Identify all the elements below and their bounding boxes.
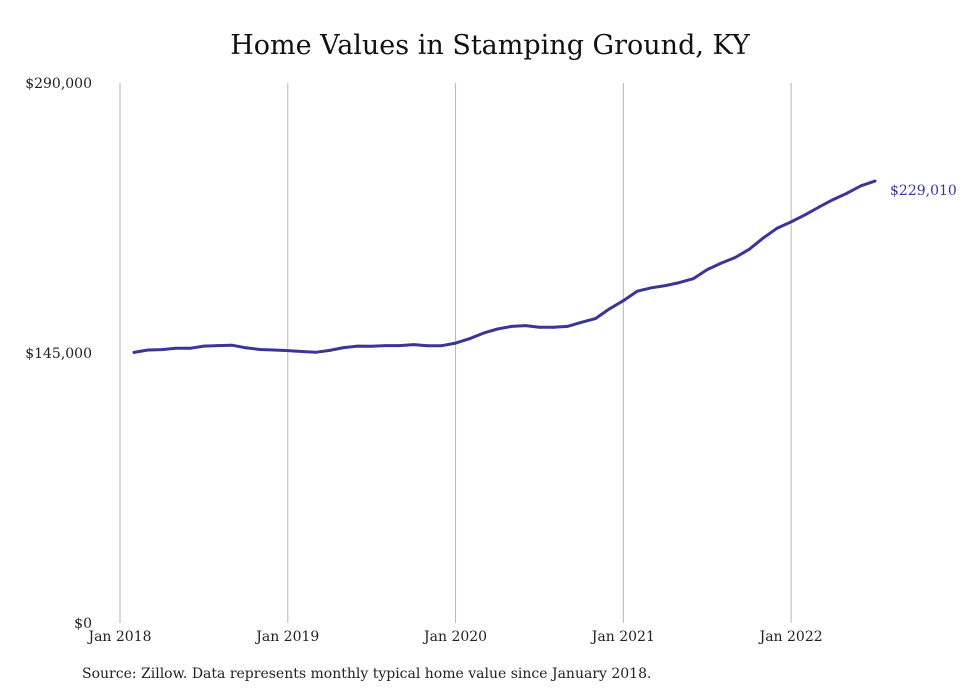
- x-axis-ticks: Jan 2018 Jan 2019 Jan 2020 Jan 2021 Jan 2022: [86, 629, 822, 645]
- data-point: [286, 349, 290, 352]
- x-tick-label: Jan 2020: [422, 629, 487, 645]
- y-tick-label: $145,000: [25, 346, 92, 362]
- data-point: [552, 325, 555, 329]
- data-point: [496, 327, 499, 331]
- data-point: [621, 299, 625, 303]
- data-point: [454, 341, 457, 345]
- grid-lines: [119, 83, 792, 623]
- data-point: [258, 348, 262, 351]
- data-point: [845, 191, 849, 195]
- data-point: [412, 343, 415, 346]
- data-point: [342, 346, 346, 349]
- data-point: [859, 184, 863, 188]
- data-point: [580, 320, 583, 324]
- data-point: [566, 325, 569, 328]
- data-point: [761, 236, 765, 240]
- data-point: [272, 348, 276, 352]
- y-axis-ticks: $0 $145,000 $290,000: [25, 76, 92, 632]
- series-line: [132, 179, 877, 354]
- data-point: [873, 179, 877, 183]
- data-point: [594, 317, 597, 320]
- data-point: [398, 344, 401, 347]
- data-point: [174, 346, 178, 350]
- data-point: [747, 247, 751, 251]
- data-point: [202, 344, 206, 348]
- data-point: [146, 348, 150, 352]
- data-point: [635, 289, 639, 293]
- data-point: [356, 344, 360, 348]
- data-point: [314, 350, 318, 354]
- data-point: [468, 337, 471, 341]
- x-tick-label: Jan 2019: [254, 629, 319, 645]
- data-point: [677, 281, 681, 284]
- y-tick-label: $0: [74, 616, 92, 632]
- data-point: [230, 343, 234, 347]
- y-tick-label: $290,000: [25, 76, 92, 92]
- data-point: [384, 344, 387, 347]
- data-point: [300, 350, 304, 353]
- data-point: [482, 331, 485, 335]
- end-value-label: $229,010: [890, 183, 957, 199]
- series-group: [132, 179, 877, 354]
- data-point: [719, 261, 723, 265]
- data-point: [817, 205, 821, 209]
- data-point: [160, 348, 164, 351]
- source-note: Source: Zillow. Data represents monthly …: [82, 666, 652, 682]
- data-point: [370, 344, 374, 348]
- x-tick-label: Jan 2018: [86, 629, 151, 645]
- data-point: [663, 284, 667, 287]
- data-point: [132, 351, 136, 354]
- data-point: [649, 286, 653, 290]
- data-point: [691, 277, 695, 281]
- data-point: [803, 213, 807, 217]
- data-point: [789, 220, 793, 224]
- data-point: [831, 198, 835, 202]
- data-point: [510, 325, 513, 328]
- data-point: [733, 256, 737, 259]
- data-point: [244, 346, 248, 350]
- data-point: [426, 344, 429, 348]
- data-point: [216, 344, 220, 347]
- data-point: [608, 307, 611, 311]
- data-point: [538, 325, 541, 329]
- chart-title: Home Values in Stamping Ground, KY: [230, 30, 750, 61]
- x-tick-label: Jan 2021: [590, 629, 655, 645]
- data-point: [440, 344, 443, 348]
- data-point: [705, 268, 709, 271]
- x-tick-label: Jan 2022: [758, 629, 823, 645]
- data-point: [328, 349, 332, 352]
- data-point: [775, 226, 779, 230]
- data-point: [188, 346, 192, 350]
- data-point: [524, 324, 527, 327]
